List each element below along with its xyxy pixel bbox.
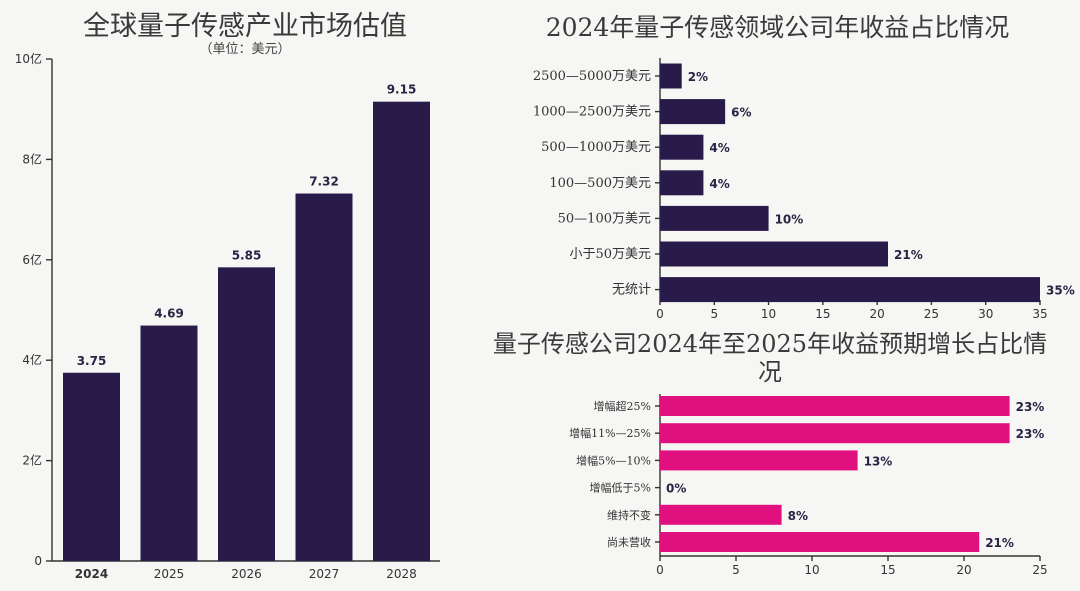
chart1-data-label: 5.85	[232, 248, 262, 262]
chart3-x-tick-label: 20	[956, 563, 971, 577]
chart1-y-tick-label: 4亿	[22, 352, 42, 367]
chart3-bar	[660, 504, 782, 525]
chart3-category-label: 增幅11%—25%	[569, 426, 651, 440]
chart1-title: 全球量子传感产业市场估值	[83, 11, 407, 42]
chart2-bar	[660, 63, 682, 89]
chart2-x-tick-label: 35	[1032, 307, 1047, 321]
chart2-category-label: 小于50万美元	[569, 247, 651, 262]
chart2-category-label: 1000—2500万美元	[533, 105, 651, 120]
chart2-x-tick-label: 15	[815, 307, 830, 321]
chart3-x-tick-label: 15	[880, 563, 895, 577]
chart2-category-label: 500—1000万美元	[541, 140, 651, 155]
chart3-data-label: 23%	[1016, 400, 1045, 414]
chart2-x-tick-label: 0	[656, 307, 664, 321]
chart2-x-tick-label: 10	[761, 307, 776, 321]
chart3-data-label: 8%	[788, 509, 808, 523]
chart2-bar	[660, 134, 704, 160]
chart3-x-tick-label: 25	[1032, 563, 1047, 577]
chart3-x-tick-label: 10	[804, 563, 819, 577]
chart1-bar	[295, 193, 353, 561]
chart2-data-label: 10%	[775, 212, 804, 226]
chart3-data-label: 23%	[1016, 427, 1045, 441]
chart3-x-tick-label: 5	[732, 563, 740, 577]
chart2-x-tick-label: 30	[978, 307, 993, 321]
chart2-category-label: 50—100万美元	[558, 211, 651, 226]
chart1-bar	[63, 372, 120, 561]
chart3-data-label: 21%	[985, 536, 1014, 550]
chart3-bar	[660, 532, 980, 552]
chart3-category-label: 增幅低于5%	[590, 481, 651, 495]
chart3-category-label: 维持不变	[607, 508, 651, 522]
chart2-data-label: 2%	[688, 70, 708, 84]
chart1-x-tick-label: 2025	[154, 567, 185, 581]
chart1-data-label: 7.32	[309, 175, 339, 189]
chart2-data-label: 6%	[731, 106, 751, 120]
chart2-data-label: 35%	[1046, 284, 1075, 298]
chart1-y-tick-label: 8亿	[22, 151, 42, 166]
chart2-data-label: 4%	[709, 141, 729, 155]
chart1-y-tick-label: 0	[34, 554, 42, 568]
chart3-data-label: 13%	[864, 454, 893, 468]
chart3-category-label: 增幅5%—10%	[576, 453, 651, 467]
chart3-x-tick-label: 0	[656, 563, 664, 577]
chart3-data-label: 0%	[666, 482, 686, 496]
chart1-data-label: 9.15	[387, 83, 417, 97]
chart1-y-tick-label: 10亿	[15, 51, 42, 66]
chart2-bar	[660, 99, 726, 125]
chart2-title: 2024年量子传感领域公司年收益占比情况	[545, 13, 1010, 42]
chart1-bar	[373, 101, 430, 562]
chart3-category-label: 尚未营收	[607, 535, 651, 549]
chart3-bar	[660, 396, 1010, 416]
chart1-x-tick-label: 2026	[231, 567, 262, 581]
chart2-x-tick-label: 5	[710, 307, 718, 321]
chart1-x-tick-label: 2024	[75, 567, 108, 581]
chart2-category-label: 2500—5000万美元	[533, 69, 651, 84]
chart3-category-label: 增幅超25%	[594, 399, 651, 413]
chart1-bar	[218, 267, 275, 561]
chart1-x-tick-label: 2028	[386, 567, 417, 581]
chart3-bar	[660, 423, 1010, 444]
chart2-bar	[660, 241, 888, 267]
chart1-y-tick-label: 2亿	[22, 453, 42, 468]
chart2-x-tick-label: 20	[870, 307, 885, 321]
chart1-y-tick-label: 6亿	[22, 252, 42, 267]
chart3-title: 量子传感公司2024年至2025年收益预期增长占比情况	[492, 330, 1048, 386]
chart1-x-tick-label: 2027	[309, 567, 340, 581]
chart2-data-label: 21%	[894, 248, 923, 262]
chart2-bar	[660, 205, 769, 231]
chart1-subtitle: （单位：美元）	[199, 42, 291, 57]
chart2-x-tick-label: 25	[924, 307, 939, 321]
chart2-category-label: 100—500万美元	[549, 176, 651, 191]
chart1-bar	[140, 325, 198, 561]
chart1-data-label: 4.69	[154, 307, 184, 321]
chart2-bar	[660, 277, 1040, 303]
chart3-bar	[660, 450, 858, 471]
chart2-category-label: 无统计	[612, 283, 651, 298]
chart2-data-label: 4%	[709, 177, 729, 191]
chart2-bar	[660, 170, 704, 196]
chart1-data-label: 3.75	[77, 354, 107, 368]
